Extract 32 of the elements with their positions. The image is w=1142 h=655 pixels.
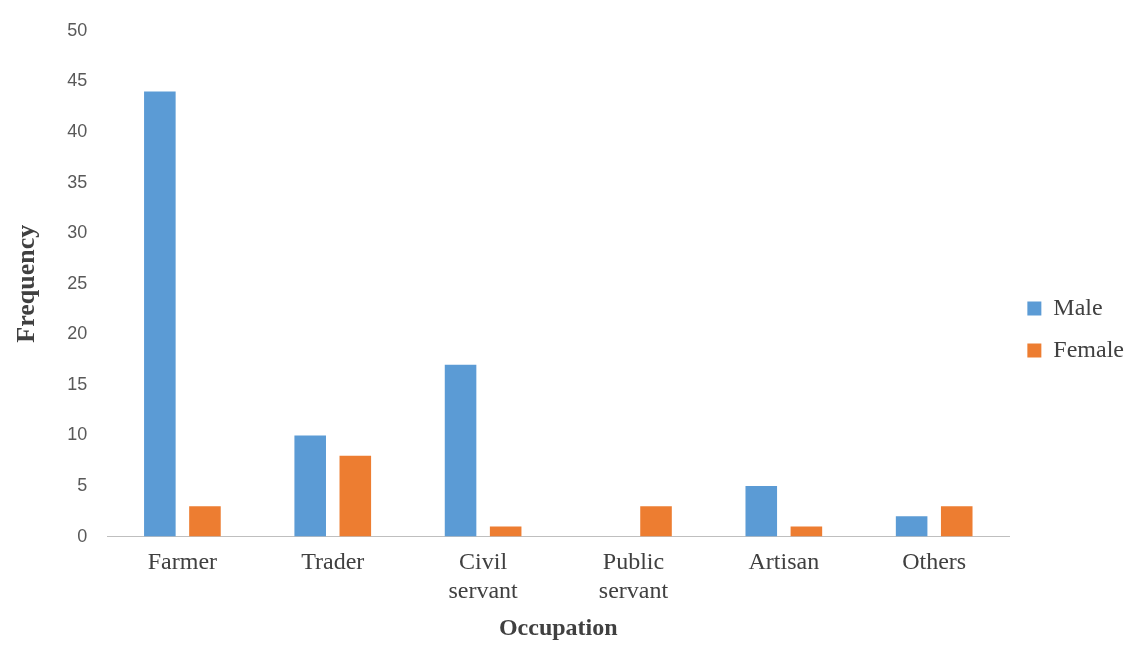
- y-tick-label: 5: [77, 474, 88, 495]
- bar: [189, 506, 221, 537]
- x-tick-label: Others: [902, 548, 967, 575]
- bar: [339, 455, 372, 537]
- bar: [489, 526, 522, 537]
- y-tick-label: 35: [67, 171, 88, 192]
- y-tick-label: 25: [67, 272, 88, 293]
- bar: [790, 526, 823, 537]
- x-tick-label: Public servant: [598, 548, 669, 604]
- legend-label: Female: [1053, 335, 1124, 362]
- y-axis-title: Frequency: [11, 224, 41, 343]
- bar: [294, 435, 326, 537]
- y-tick-label: 30: [67, 222, 88, 243]
- y-tick-label: 50: [67, 19, 88, 40]
- x-tick-label: Trader: [301, 548, 365, 575]
- y-tick-label: 20: [67, 323, 88, 344]
- x-tick-label: Civil servant: [448, 548, 519, 604]
- bar: [745, 486, 778, 537]
- bar: [895, 516, 928, 537]
- y-tick-label: 15: [67, 373, 88, 394]
- y-tick-label: 45: [67, 70, 88, 91]
- x-tick-label: Artisan: [748, 548, 820, 575]
- bar: [144, 91, 176, 537]
- y-tick-label: 40: [67, 120, 88, 141]
- bar: [444, 364, 477, 537]
- bar: [640, 506, 672, 537]
- y-tick-label: 0: [77, 525, 88, 546]
- y-tick-label: 10: [67, 424, 88, 445]
- x-tick-label: Farmer: [147, 548, 218, 575]
- legend-label: Male: [1053, 293, 1103, 320]
- x-axis-title: Occupation: [498, 613, 618, 640]
- bar: [940, 506, 973, 537]
